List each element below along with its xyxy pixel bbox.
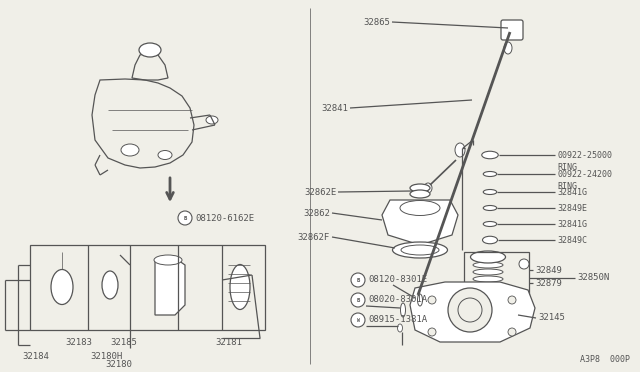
- Ellipse shape: [455, 143, 465, 157]
- Text: 08020-8301A: 08020-8301A: [368, 295, 427, 305]
- Ellipse shape: [121, 144, 139, 156]
- Text: 00922-25000: 00922-25000: [557, 151, 612, 160]
- Circle shape: [448, 288, 492, 332]
- Text: 32849: 32849: [535, 266, 562, 275]
- Text: 32862E: 32862E: [305, 187, 337, 196]
- Ellipse shape: [504, 42, 512, 54]
- Text: 32841: 32841: [321, 103, 348, 112]
- Bar: [464, 252, 529, 304]
- Text: B: B: [356, 298, 360, 302]
- Text: B: B: [356, 278, 360, 282]
- Ellipse shape: [473, 283, 503, 289]
- Text: B: B: [184, 215, 187, 221]
- Text: 00922-24200: 00922-24200: [557, 170, 612, 179]
- Text: 32865: 32865: [363, 17, 390, 26]
- Ellipse shape: [473, 269, 503, 275]
- Circle shape: [458, 298, 482, 322]
- Text: 32183: 32183: [65, 338, 92, 347]
- Text: 32181: 32181: [215, 338, 242, 347]
- Circle shape: [351, 293, 365, 307]
- Ellipse shape: [410, 190, 430, 198]
- Ellipse shape: [230, 264, 250, 310]
- Polygon shape: [382, 200, 458, 245]
- Ellipse shape: [473, 276, 503, 282]
- Ellipse shape: [154, 255, 182, 265]
- Text: 32180: 32180: [105, 360, 132, 369]
- Text: W: W: [356, 317, 360, 323]
- Text: 32862F: 32862F: [298, 232, 330, 241]
- Ellipse shape: [473, 290, 503, 296]
- Text: 32841G: 32841G: [557, 219, 587, 228]
- Ellipse shape: [470, 251, 506, 263]
- Ellipse shape: [206, 116, 218, 124]
- Text: RING: RING: [557, 163, 577, 171]
- Text: 32850N: 32850N: [577, 273, 609, 282]
- Circle shape: [351, 273, 365, 287]
- FancyBboxPatch shape: [501, 20, 523, 40]
- Text: 08120-6162E: 08120-6162E: [195, 214, 254, 222]
- Ellipse shape: [158, 151, 172, 160]
- Text: 08915-1381A: 08915-1381A: [368, 315, 427, 324]
- Ellipse shape: [401, 303, 406, 317]
- Ellipse shape: [483, 221, 497, 227]
- Ellipse shape: [483, 205, 497, 211]
- Text: 32184: 32184: [22, 352, 49, 361]
- Circle shape: [351, 313, 365, 327]
- Ellipse shape: [483, 236, 497, 244]
- Circle shape: [428, 328, 436, 336]
- Circle shape: [178, 211, 192, 225]
- Polygon shape: [155, 258, 185, 315]
- Text: 08120-8301E: 08120-8301E: [368, 276, 427, 285]
- Text: 32849E: 32849E: [557, 203, 587, 212]
- Text: 32180H: 32180H: [90, 352, 122, 361]
- Text: 32879: 32879: [535, 279, 562, 288]
- Text: A3P8  000P: A3P8 000P: [580, 355, 630, 364]
- Ellipse shape: [392, 242, 447, 258]
- Ellipse shape: [482, 151, 499, 159]
- Text: RING: RING: [557, 182, 577, 190]
- Ellipse shape: [483, 189, 497, 195]
- Ellipse shape: [102, 271, 118, 299]
- Text: 32841G: 32841G: [557, 187, 587, 196]
- Ellipse shape: [139, 43, 161, 57]
- Ellipse shape: [473, 262, 503, 268]
- Text: 32862: 32862: [303, 208, 330, 218]
- Ellipse shape: [397, 324, 403, 332]
- Ellipse shape: [410, 184, 430, 192]
- Ellipse shape: [51, 269, 73, 305]
- Circle shape: [508, 328, 516, 336]
- Bar: [30, 245, 265, 330]
- Ellipse shape: [401, 245, 439, 255]
- Ellipse shape: [424, 183, 432, 193]
- Ellipse shape: [483, 171, 497, 176]
- Ellipse shape: [417, 294, 422, 306]
- Text: 32849C: 32849C: [557, 235, 587, 244]
- Text: 32185: 32185: [110, 338, 137, 347]
- Circle shape: [508, 296, 516, 304]
- Text: 32145: 32145: [538, 314, 565, 323]
- Ellipse shape: [519, 259, 529, 269]
- Circle shape: [428, 296, 436, 304]
- Ellipse shape: [400, 201, 440, 215]
- Polygon shape: [410, 282, 535, 342]
